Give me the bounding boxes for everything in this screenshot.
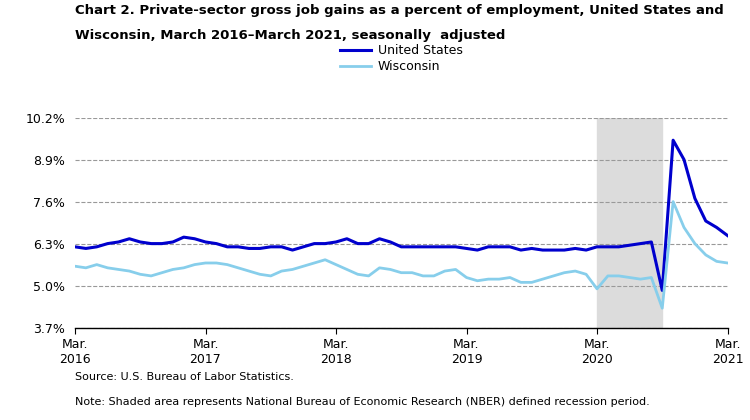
Text: Chart 2. Private-sector gross job gains as a percent of employment, United State: Chart 2. Private-sector gross job gains … — [75, 4, 724, 17]
Text: Source: U.S. Bureau of Labor Statistics.: Source: U.S. Bureau of Labor Statistics. — [75, 372, 294, 382]
Line: United States: United States — [75, 140, 728, 291]
United States — [419, 244, 428, 249]
United States — [636, 241, 645, 246]
Bar — [597, 118, 662, 328]
Text: Note: Shaded area represents National Bureau of Economic Research (NBER) defined: Note: Shaded area represents National Bu… — [75, 397, 650, 407]
Text: Wisconsin, March 2016–March 2021, seasonally  adjusted: Wisconsin, March 2016–March 2021, season… — [75, 29, 506, 42]
Legend: United States, Wisconsin: United States, Wisconsin — [340, 44, 463, 73]
United States — [298, 244, 307, 249]
Wisconsin — [298, 264, 307, 269]
United States — [223, 244, 232, 249]
Wisconsin — [669, 199, 678, 204]
Wisconsin — [70, 264, 80, 269]
Wisconsin — [636, 277, 645, 282]
United States — [201, 239, 210, 244]
Line: Wisconsin: Wisconsin — [75, 202, 728, 308]
Wisconsin — [658, 306, 667, 311]
United States — [723, 233, 732, 238]
Wisconsin — [419, 273, 428, 278]
Wisconsin — [462, 275, 471, 280]
United States — [70, 244, 80, 249]
Wisconsin — [723, 260, 732, 265]
United States — [462, 246, 471, 251]
Wisconsin — [201, 260, 210, 265]
United States — [669, 138, 678, 143]
United States — [658, 288, 667, 293]
Wisconsin — [223, 262, 232, 267]
